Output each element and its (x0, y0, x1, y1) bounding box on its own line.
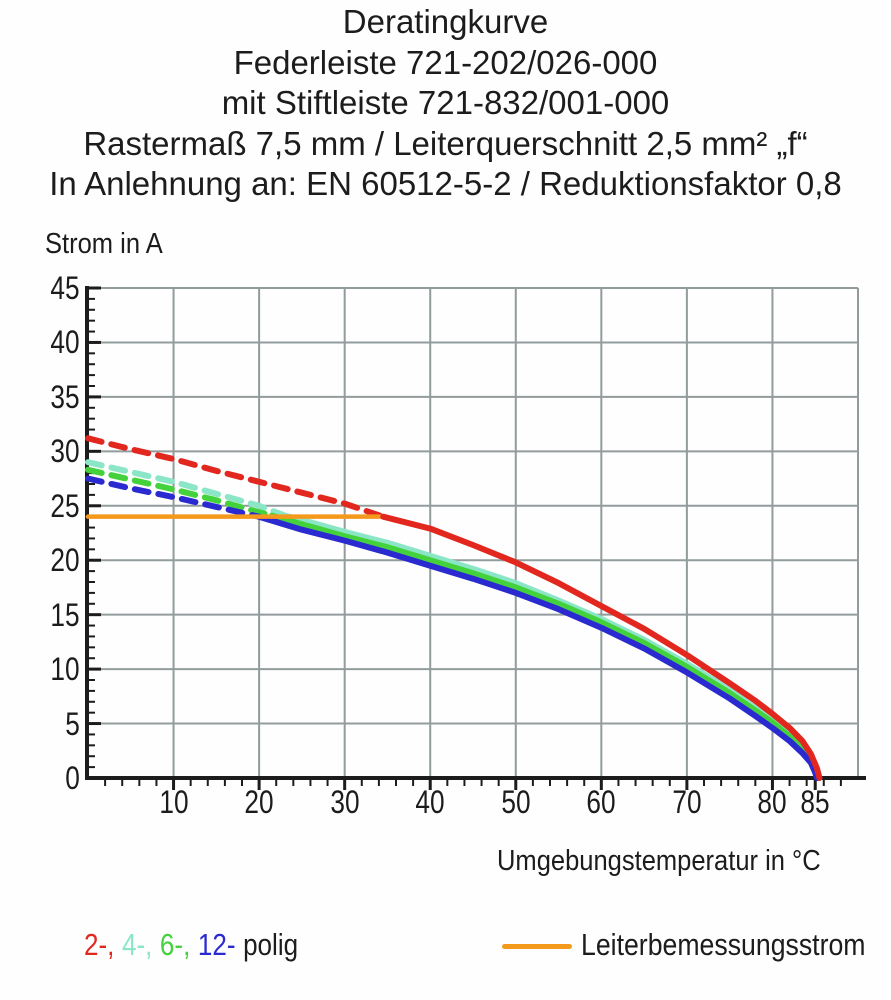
title-line-3: mit Stiftleiste 721-832/001-000 (221, 84, 670, 121)
curve-dashed-12-polig (85, 475, 263, 520)
derating-plot (85, 286, 866, 790)
x-axis-title: Umgebungstemperatur in °C (497, 845, 821, 877)
legend-pole-12: 12- (197, 927, 236, 962)
reference-line-swatch (502, 944, 572, 949)
x-tick-label: 30 (330, 784, 360, 820)
x-tick-label: 10 (158, 784, 189, 820)
reference-line-label: Leiterbemessungsstrom (581, 927, 866, 962)
y-tick-label: 10 (50, 651, 80, 688)
x-tick-label: 50 (501, 784, 531, 820)
y-tick-label: 15 (50, 596, 80, 633)
chart-title-block: Deratingkurve Federleiste 721-202/026-00… (0, 2, 891, 205)
x-tick-label: 40 (415, 784, 445, 820)
y-axis-title: Strom in A (45, 228, 163, 260)
x-tick-label: 60 (586, 784, 616, 820)
y-tick-label: 20 (50, 542, 80, 579)
curve-dashed-4-polig (85, 459, 288, 519)
x-tick-label: 85 (800, 784, 830, 820)
y-tick-label: 30 (50, 433, 80, 470)
title-line-4: Rastermaß 7,5 mm / Leiterquerschnitt 2,5… (83, 124, 808, 162)
x-tick-label: 70 (672, 784, 702, 820)
curve-dashed-2-polig (85, 435, 387, 520)
title-line-5: In Anlehnung an: EN 60512-5-2 / Reduktio… (49, 165, 842, 202)
title-line-1: Deratingkurve (342, 3, 549, 40)
legend-pole-4: 4-, (121, 927, 153, 962)
legend-pole-suffix: polig (243, 927, 299, 962)
y-tick-label: 25 (50, 487, 80, 524)
legend-pole-6: 6-, (159, 927, 191, 962)
legend-row: 2-, 4-, 6-, 12- polig Leiterbemessungsstrom (0, 926, 891, 976)
curve-solid-4-polig (281, 512, 821, 781)
x-tick-label: 20 (244, 784, 274, 820)
y-tick-label: 5 (65, 705, 80, 742)
y-tick-label: 0 (65, 760, 80, 796)
curve-solid-2-polig (380, 513, 823, 781)
curve-solid-12-polig (256, 513, 820, 781)
legend-pole-counts: 2-, 4-, 6-, 12- polig (84, 926, 298, 964)
legend-pole-2: 2-, (84, 927, 115, 962)
title-line-2: Federleiste 721-202/026-000 (233, 43, 658, 81)
x-tick-label: 80 (757, 784, 788, 820)
y-tick-label: 35 (50, 378, 80, 415)
y-tick-label: 40 (50, 324, 80, 361)
y-tick-label: 45 (50, 270, 80, 306)
curve-solid-6-polig (268, 512, 821, 781)
curve-dashed-6-polig (85, 466, 275, 519)
